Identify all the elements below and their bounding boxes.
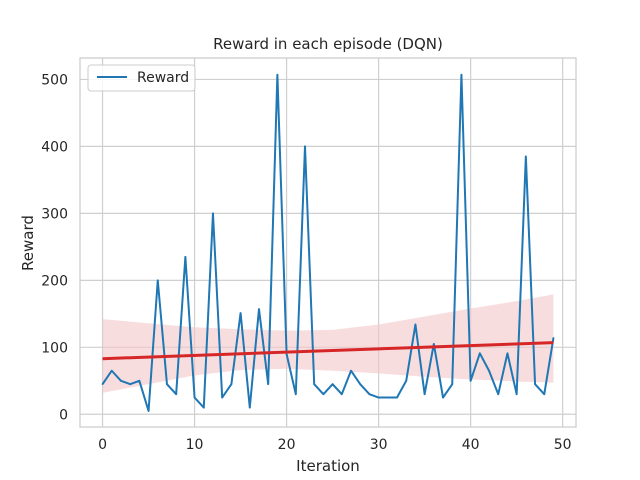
- data-point: [414, 323, 417, 326]
- y-tick-label: 500: [41, 72, 68, 88]
- legend-label: Reward: [137, 70, 189, 86]
- data-point: [497, 393, 500, 395]
- data-point: [423, 393, 426, 395]
- data-point: [433, 343, 435, 345]
- data-point: [350, 369, 352, 372]
- data-point: [221, 396, 223, 399]
- data-point: [506, 352, 509, 355]
- data-point: [212, 212, 214, 215]
- data-point: [515, 393, 518, 395]
- data-point: [534, 383, 536, 385]
- data-point: [156, 279, 159, 282]
- data-point: [479, 352, 481, 355]
- data-point: [396, 396, 398, 399]
- data-point: [552, 337, 555, 339]
- series-layer: [101, 73, 555, 412]
- data-point: [202, 406, 205, 409]
- data-point: [276, 73, 279, 76]
- data-point: [442, 396, 444, 399]
- data-point: [469, 379, 472, 382]
- data-point: [248, 406, 251, 409]
- data-point: [359, 383, 362, 385]
- x-tick-label: 0: [98, 437, 107, 453]
- data-point: [138, 379, 141, 382]
- y-tick-label: 100: [41, 340, 68, 356]
- confidence-band: [102, 294, 554, 393]
- data-point: [101, 383, 104, 385]
- x-axis-label: Iteration: [296, 457, 360, 475]
- data-point: [193, 396, 196, 399]
- y-axis-label: Reward: [19, 215, 37, 271]
- data-point: [543, 393, 546, 395]
- data-point: [460, 73, 463, 76]
- y-tick-label: 200: [41, 273, 68, 289]
- y-tick-label: 300: [41, 206, 68, 222]
- chart-title: Reward in each episode (DQN): [213, 35, 443, 53]
- data-point: [488, 369, 490, 372]
- data-point: [405, 379, 408, 382]
- data-point: [304, 145, 306, 148]
- legend: Reward: [87, 64, 196, 92]
- data-point: [184, 256, 187, 258]
- data-point: [341, 393, 343, 395]
- x-tick-label: 50: [554, 437, 572, 453]
- confidence-band-layer: [102, 294, 554, 393]
- data-point: [525, 155, 527, 158]
- x-tick-label: 10: [186, 437, 204, 453]
- data-point: [230, 383, 233, 385]
- y-tick-label: 400: [41, 139, 68, 155]
- series-line: [101, 73, 555, 412]
- y-tick-label: 0: [59, 407, 68, 423]
- data-point: [322, 393, 325, 395]
- trend-layer: [102, 341, 554, 361]
- data-point: [267, 383, 269, 385]
- data-point: [258, 308, 260, 310]
- x-tick-label: 30: [370, 437, 388, 453]
- data-point: [175, 393, 177, 395]
- legend-box: [87, 64, 196, 92]
- trend-line: [102, 341, 554, 361]
- data-point: [110, 369, 113, 372]
- data-point: [451, 383, 454, 385]
- plot-frame: [79, 57, 577, 428]
- data-point: [387, 396, 389, 399]
- data-point: [147, 410, 150, 412]
- data-point: [129, 383, 131, 385]
- data-point: [166, 383, 168, 385]
- x-tick-label: 40: [462, 437, 480, 453]
- x-tick-label: 20: [278, 437, 296, 453]
- data-point: [120, 379, 122, 382]
- data-point: [313, 383, 315, 385]
- data-point: [331, 383, 334, 385]
- data-point: [239, 312, 242, 314]
- data-point: [377, 396, 380, 399]
- data-point: [294, 393, 297, 395]
- data-point: [368, 393, 371, 395]
